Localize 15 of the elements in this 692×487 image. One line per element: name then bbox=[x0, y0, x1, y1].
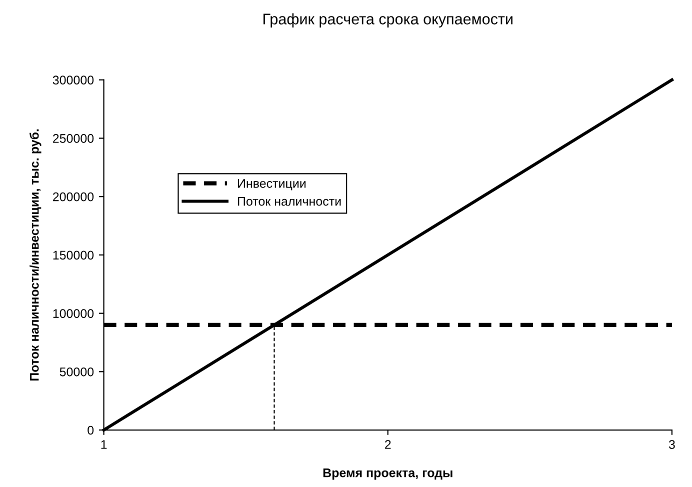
y-tick-label: 50000 bbox=[60, 367, 94, 376]
y-tick-label: 150000 bbox=[53, 250, 94, 260]
y-tick-label: 0 bbox=[88, 426, 94, 435]
x-tick-label: 1 bbox=[101, 440, 107, 449]
legend-label: Инвестиции bbox=[238, 179, 306, 190]
y-axis-title: Поток наличности/инвестиции, тыс. руб. bbox=[30, 129, 42, 381]
x-tick-label: 3 bbox=[668, 440, 675, 449]
x-tick-label: 2 bbox=[385, 440, 391, 449]
y-tick-label: 100000 bbox=[53, 309, 94, 318]
y-tick-label: 200000 bbox=[53, 192, 94, 202]
y-tick-label: 300000 bbox=[52, 76, 94, 85]
y-tick-label: 250000 bbox=[53, 134, 94, 143]
chart-title: График расчета срока окупаемости bbox=[264, 13, 512, 28]
x-axis-title: Время проекта, годы bbox=[323, 468, 452, 480]
legend-label: Поток наличности bbox=[238, 197, 341, 206]
